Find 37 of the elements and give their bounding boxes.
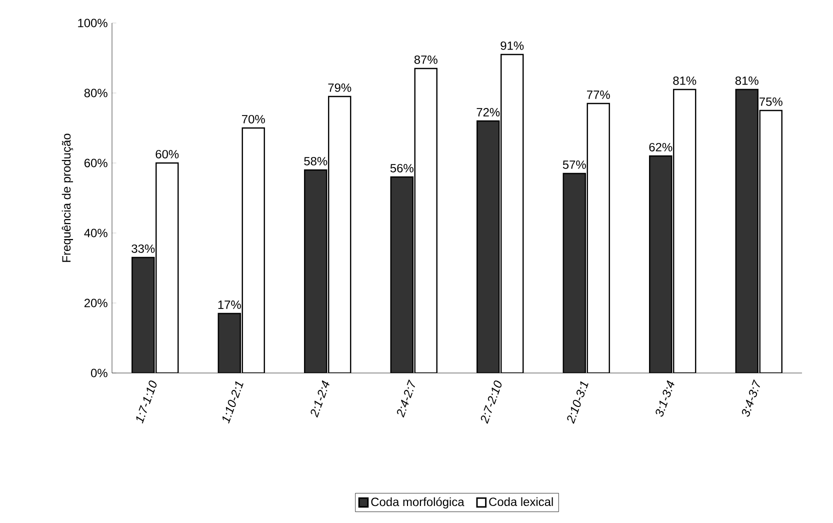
data-label: 33% (132, 244, 155, 253)
y-tick-label: 80% (84, 88, 108, 98)
bar (735, 88, 758, 373)
bar (476, 120, 500, 373)
y-tick-label: 40% (84, 228, 108, 238)
data-label: 81% (735, 76, 758, 85)
y-tick-label: 100% (78, 18, 108, 28)
data-label: 81% (673, 76, 696, 85)
x-tick-label: 3:1-3:4 (656, 380, 674, 417)
data-label: 75% (760, 97, 782, 106)
bar (304, 169, 328, 373)
legend-label: Coda morfológica (371, 497, 464, 508)
y-axis-title: Frequência de produção (62, 134, 74, 262)
data-label: 60% (156, 150, 179, 158)
data-label: 58% (304, 156, 328, 166)
data-label: 91% (500, 41, 524, 50)
y-tick-label: 60% (84, 158, 108, 168)
data-label: 72% (476, 108, 500, 116)
bar (218, 312, 241, 373)
bar (562, 172, 586, 373)
data-label: 87% (414, 55, 438, 64)
bar (649, 155, 672, 373)
bar (390, 176, 414, 373)
data-label: 56% (390, 164, 414, 172)
bar (132, 256, 155, 373)
y-tick-label: 20% (84, 298, 108, 308)
x-tick-label: 3:4-3:7 (742, 379, 760, 417)
data-label: 79% (328, 83, 352, 92)
x-tick-label: 2:1-2:4 (310, 380, 330, 418)
y-tick-label: 0% (91, 368, 108, 378)
data-label: 17% (218, 300, 241, 309)
legend-label: Coda lexical (489, 497, 553, 506)
data-label: 57% (562, 160, 586, 169)
data-label: 70% (242, 114, 265, 124)
x-tick-label: 2:4-2:7 (396, 379, 415, 418)
data-label: 77% (587, 90, 610, 99)
data-label: 62% (649, 142, 672, 152)
